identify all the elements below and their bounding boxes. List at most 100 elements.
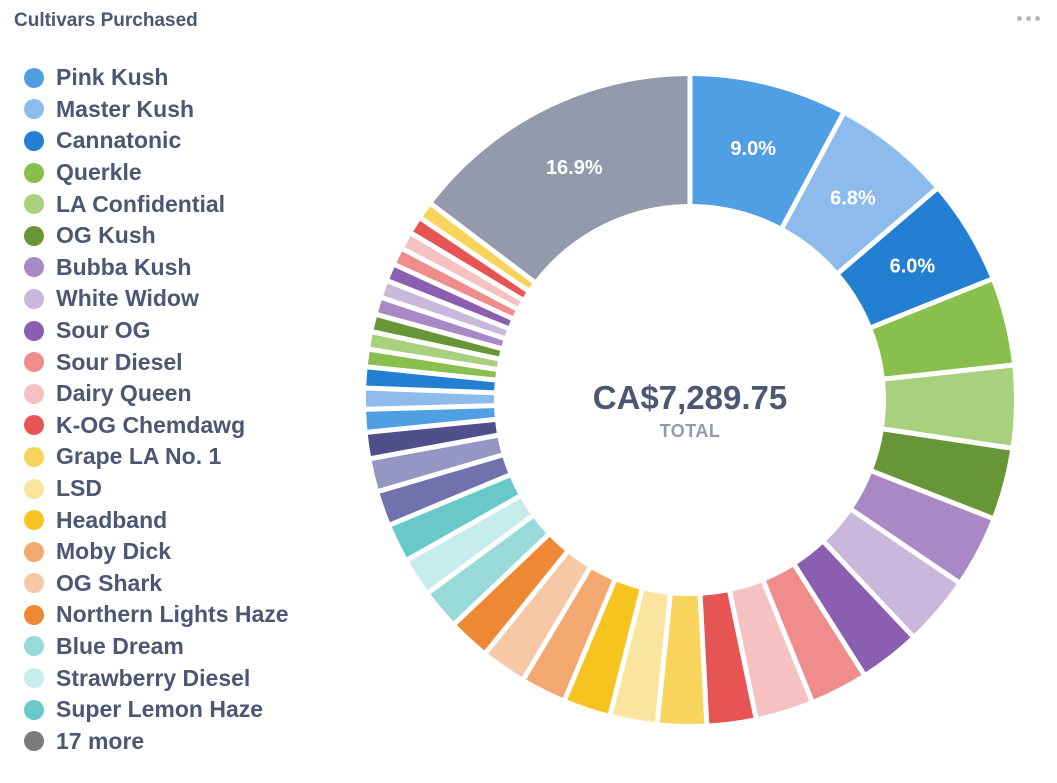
donut-slice[interactable]: [659, 595, 705, 724]
legend-label: Super Lemon Haze: [56, 696, 264, 723]
legend-label: Moby Dick: [56, 538, 172, 565]
menu-dot: [1025, 15, 1031, 21]
donut-slice[interactable]: [840, 191, 990, 325]
legend-label: Master Kush: [56, 95, 195, 122]
legend-item[interactable]: Sour OG: [24, 315, 289, 347]
legend-label: Grape LA No. 1: [56, 443, 222, 470]
donut-slice[interactable]: [526, 569, 613, 698]
donut-slice[interactable]: [367, 351, 497, 378]
donut-slice[interactable]: [797, 544, 911, 673]
legend-color-dot: [24, 541, 44, 562]
legend-label: Dairy Queen: [56, 380, 192, 407]
legend-label: LA Confidential: [56, 190, 226, 217]
legend-label: Headband: [56, 506, 168, 533]
donut-slice[interactable]: [378, 300, 504, 347]
donut-slice[interactable]: [379, 457, 509, 523]
legend-label: Cannatonic: [56, 127, 182, 154]
legend-color-dot: [24, 194, 44, 215]
donut-slice[interactable]: [383, 283, 507, 336]
legend-item[interactable]: Grape LA No. 1: [24, 441, 289, 473]
donut-slice[interactable]: [396, 251, 516, 317]
slice-percent-label: 16.9%: [546, 157, 603, 179]
donut-slice[interactable]: [702, 592, 754, 724]
legend-item[interactable]: Pink Kush: [24, 62, 289, 94]
chart-legend: Pink Kush Master Kush Cannatonic Querkle LA …: [24, 62, 289, 757]
donut-slice[interactable]: [413, 220, 527, 298]
legend-item[interactable]: Cannatonic: [24, 125, 289, 157]
legend-color-dot: [24, 636, 44, 657]
legend-item[interactable]: OG Shark: [24, 568, 289, 600]
donut-slice-labels: 9.0% 6.8% 6.0% 16.9%: [546, 138, 935, 277]
legend-item[interactable]: LSD: [24, 473, 289, 505]
donut-slice[interactable]: [370, 334, 498, 367]
legend-item[interactable]: Blue Dream: [24, 631, 289, 663]
legend-item[interactable]: Bubba Kush: [24, 252, 289, 284]
legend-item[interactable]: White Widow: [24, 283, 289, 315]
legend-item[interactable]: K-OG Chemdawg: [24, 410, 289, 442]
donut-slice[interactable]: [692, 76, 841, 227]
donut-slice[interactable]: [826, 512, 957, 634]
donut-slice[interactable]: [373, 317, 501, 357]
legend-color-dot: [24, 288, 44, 309]
donut-slice[interactable]: [367, 421, 497, 457]
legend-label: Blue Dream: [56, 632, 184, 659]
legend-label: White Widow: [56, 285, 199, 312]
legend-item[interactable]: Strawberry Diesel: [24, 662, 289, 694]
donut-slice[interactable]: [404, 235, 521, 307]
legend-item[interactable]: 17 more: [24, 725, 289, 757]
legend-color-dot: [24, 352, 44, 373]
donut-slice[interactable]: [853, 473, 991, 580]
donut-slice[interactable]: [456, 536, 565, 651]
donut-slice[interactable]: [366, 390, 495, 407]
legend-color-dot: [24, 162, 44, 183]
legend-item[interactable]: Moby Dick: [24, 536, 289, 568]
legend-label: 17 more: [56, 727, 145, 754]
donut-slice[interactable]: [371, 437, 502, 489]
donut-slice[interactable]: [409, 498, 531, 591]
legend-label: K-OG Chemdawg: [56, 411, 246, 438]
legend-item[interactable]: Sour Diesel: [24, 346, 289, 378]
card-title: Cultivars Purchased: [14, 10, 198, 31]
legend-item[interactable]: Headband: [24, 504, 289, 536]
donut-slice[interactable]: [765, 566, 862, 700]
donut-slice[interactable]: [873, 431, 1011, 516]
donut-slice[interactable]: [488, 554, 588, 677]
legend-label: Querkle: [56, 159, 142, 186]
slice-percent-label: 9.0%: [730, 138, 776, 160]
donut-slice[interactable]: [366, 369, 495, 391]
slice-percent-label: 6.0%: [890, 255, 936, 277]
legend-color-dot: [24, 573, 44, 594]
legend-item[interactable]: Querkle: [24, 157, 289, 189]
legend-item[interactable]: LA Confidential: [24, 188, 289, 220]
donut-slice[interactable]: [872, 281, 1012, 377]
donut-slice[interactable]: [391, 477, 519, 558]
more-menu-icon[interactable]: [1013, 6, 1043, 30]
legend-label: Northern Lights Haze: [56, 601, 289, 628]
legend-item[interactable]: Dairy Queen: [24, 378, 289, 410]
legend-label: Strawberry Diesel: [56, 664, 251, 691]
legend-color-dot: [24, 320, 44, 341]
legend-item[interactable]: Northern Lights Haze: [24, 599, 289, 631]
legend-item[interactable]: Super Lemon Haze: [24, 694, 289, 726]
donut-slice[interactable]: [433, 76, 688, 280]
donut-slice[interactable]: [884, 367, 1015, 446]
donut-slice[interactable]: [612, 590, 668, 723]
donut-slice[interactable]: [389, 267, 511, 326]
donut-slice[interactable]: [732, 582, 810, 717]
legend-color-dot: [24, 699, 44, 720]
donut-slice[interactable]: [430, 518, 547, 622]
legend-item[interactable]: Master Kush: [24, 94, 289, 126]
legend-item[interactable]: OG Kush: [24, 220, 289, 252]
donut-chart: 9.0% 6.8% 6.0% 16.9% CA$7,289.75 TOTAL: [366, 76, 1015, 724]
donut-slice[interactable]: [422, 206, 533, 289]
menu-dot: [1016, 15, 1022, 21]
legend-color-dot: [24, 446, 44, 467]
legend-color-dot: [24, 130, 44, 151]
legend-label: OG Shark: [56, 569, 163, 596]
donut-slice[interactable]: [784, 115, 935, 271]
legend-label: LSD: [56, 475, 102, 502]
donut-slices: [366, 76, 1015, 724]
donut-slice[interactable]: [567, 581, 640, 714]
donut-slice[interactable]: [366, 408, 495, 430]
legend-color-dot: [24, 383, 44, 404]
